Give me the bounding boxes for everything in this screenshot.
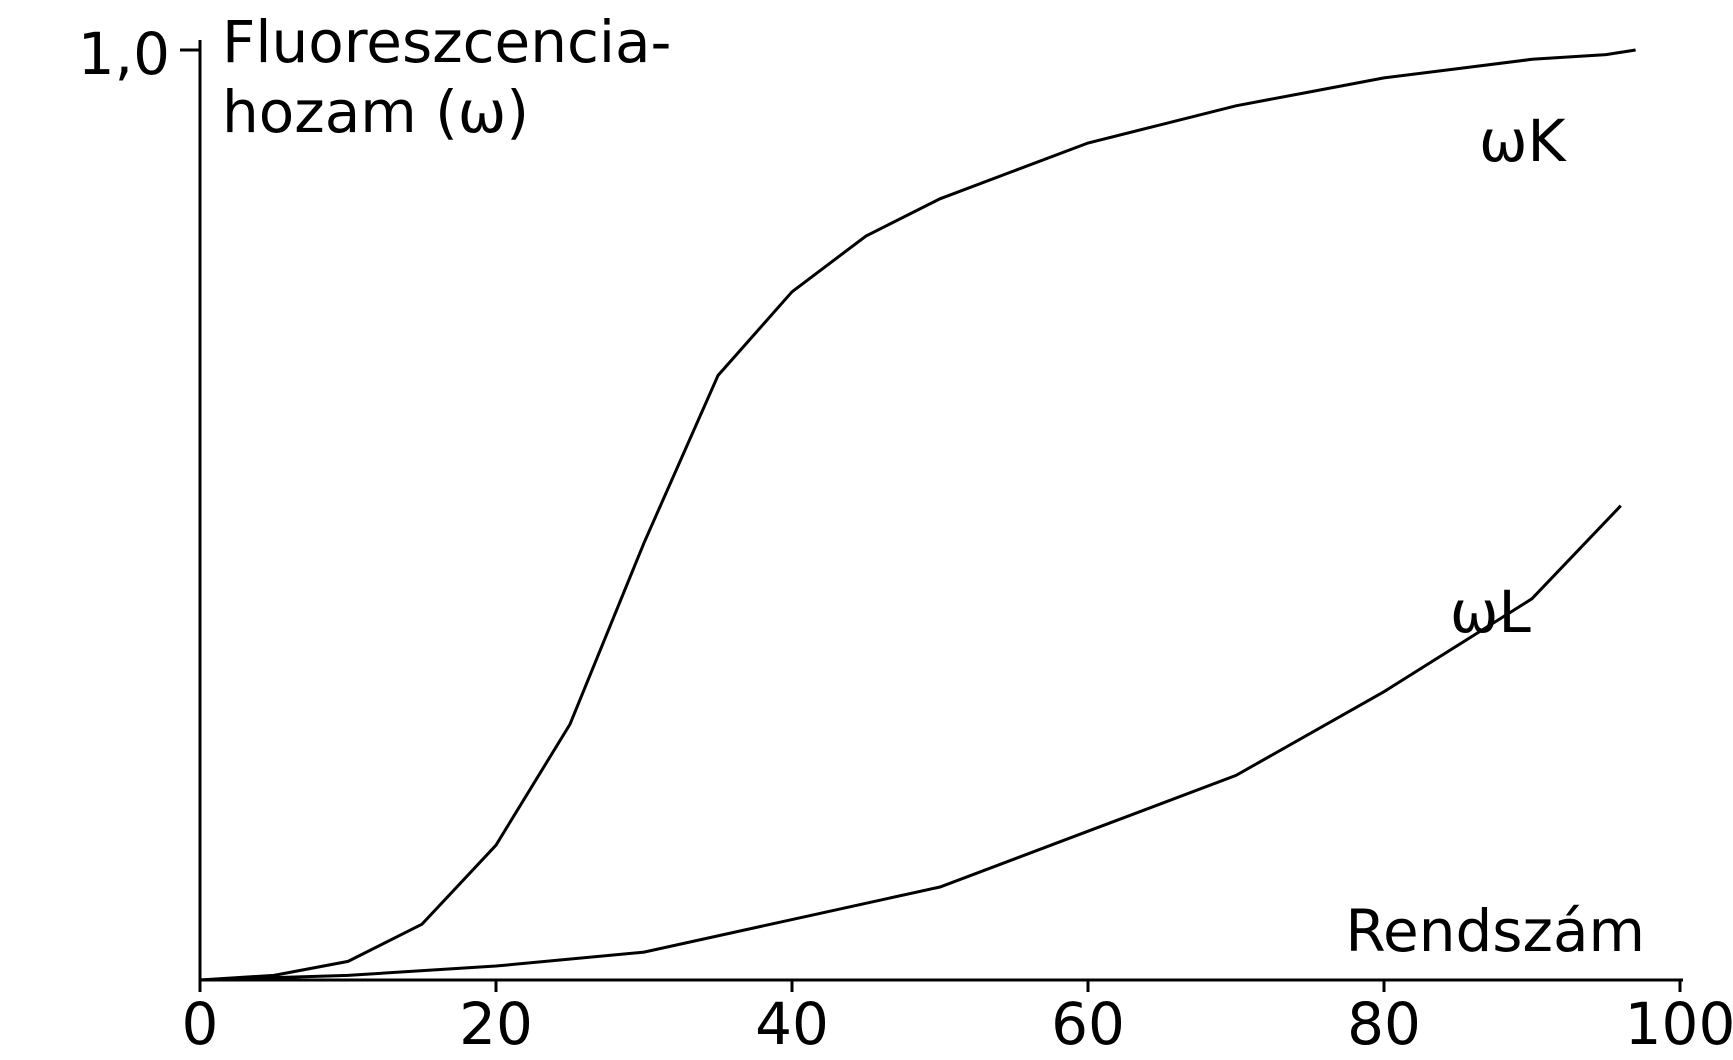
- series-label: ωK: [1479, 107, 1568, 175]
- x-tick-label: 20: [459, 990, 533, 1058]
- line: [199, 504, 1622, 982]
- x-tick-label: 80: [1347, 990, 1421, 1058]
- y-axis-label: Fluoreszcencia-: [222, 8, 671, 76]
- x-tick-label: 0: [182, 990, 219, 1058]
- x-tick-label: 100: [1625, 990, 1733, 1058]
- y-tick-label: 1,0: [78, 20, 170, 88]
- series-label: ωL: [1450, 578, 1531, 646]
- x-tick-label: 60: [1051, 990, 1125, 1058]
- x-axis-label: Rendszám: [1345, 897, 1645, 965]
- line: [199, 48, 1636, 982]
- x-tick-label: 40: [755, 990, 829, 1058]
- y-axis-label: hozam (ω): [222, 78, 529, 146]
